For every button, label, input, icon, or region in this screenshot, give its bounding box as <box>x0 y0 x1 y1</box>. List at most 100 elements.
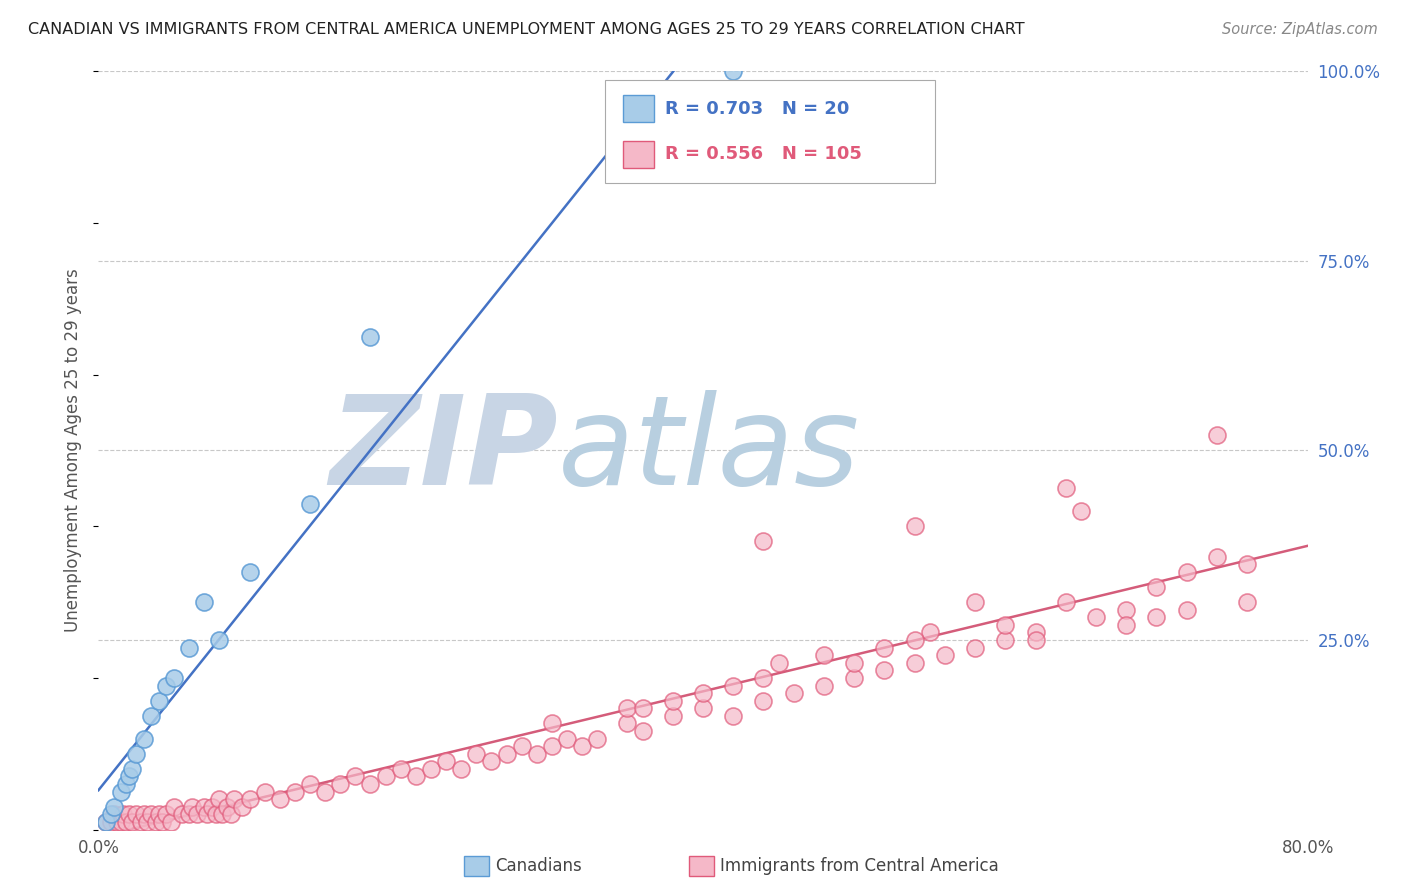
Point <box>873 640 896 655</box>
Point <box>224 792 246 806</box>
Point <box>94 815 117 830</box>
Point <box>208 633 231 648</box>
Point <box>118 807 141 822</box>
Text: R = 0.703   N = 20: R = 0.703 N = 20 <box>665 100 849 118</box>
Point <box>1236 595 1258 609</box>
Point <box>193 595 215 609</box>
Point <box>1236 557 1258 572</box>
Point <box>148 807 170 822</box>
Point <box>155 678 177 692</box>
Point <box>526 747 548 761</box>
Point <box>873 664 896 678</box>
Point <box>208 792 231 806</box>
Point <box>783 686 806 700</box>
Point <box>1175 603 1198 617</box>
Point <box>1085 610 1108 624</box>
Point <box>813 648 835 662</box>
Point <box>1144 580 1167 594</box>
Text: atlas: atlas <box>558 390 860 511</box>
Y-axis label: Unemployment Among Ages 25 to 29 years: Unemployment Among Ages 25 to 29 years <box>65 268 83 632</box>
Point <box>540 739 562 753</box>
Point <box>94 815 117 830</box>
Point <box>299 777 322 791</box>
Point <box>125 807 148 822</box>
Point <box>481 755 503 769</box>
Point <box>434 755 457 769</box>
Point <box>934 648 956 662</box>
Point <box>631 701 654 715</box>
Point <box>179 640 201 655</box>
Point <box>844 656 866 670</box>
Point <box>465 747 488 761</box>
Text: Source: ZipAtlas.com: Source: ZipAtlas.com <box>1222 22 1378 37</box>
Point <box>118 769 141 784</box>
Point <box>150 815 173 830</box>
Point <box>148 694 170 708</box>
Point <box>1024 625 1046 640</box>
Point <box>103 800 125 814</box>
Point <box>616 701 638 715</box>
Point <box>179 807 201 822</box>
Point <box>555 731 578 746</box>
Point <box>1054 482 1077 496</box>
Text: Immigrants from Central America: Immigrants from Central America <box>720 857 998 875</box>
Point <box>329 777 352 791</box>
Point <box>132 731 155 746</box>
Point <box>616 716 638 731</box>
Point <box>299 496 322 510</box>
Point <box>844 671 866 685</box>
Point <box>495 747 517 761</box>
Point <box>215 800 238 814</box>
Point <box>132 807 155 822</box>
Point <box>374 769 396 784</box>
Point <box>186 807 208 822</box>
Point <box>360 777 382 791</box>
Point <box>284 785 307 799</box>
Point <box>141 708 163 723</box>
Point <box>586 731 609 746</box>
Point <box>105 815 128 830</box>
Point <box>540 716 562 731</box>
Point <box>661 708 683 723</box>
Point <box>125 747 148 761</box>
Point <box>239 792 262 806</box>
Point <box>723 708 745 723</box>
Point <box>160 815 183 830</box>
Point <box>163 800 186 814</box>
Point <box>201 800 224 814</box>
Point <box>110 785 132 799</box>
Point <box>103 807 125 822</box>
Text: CANADIAN VS IMMIGRANTS FROM CENTRAL AMERICA UNEMPLOYMENT AMONG AGES 25 TO 29 YEA: CANADIAN VS IMMIGRANTS FROM CENTRAL AMER… <box>28 22 1025 37</box>
Point <box>965 640 987 655</box>
Point <box>904 519 927 533</box>
Point <box>231 800 253 814</box>
Point <box>100 815 122 830</box>
Point <box>994 617 1017 632</box>
Point <box>1144 610 1167 624</box>
Point <box>205 807 228 822</box>
Point <box>692 686 714 700</box>
Point <box>405 769 427 784</box>
Point <box>135 815 157 830</box>
Point <box>155 807 177 822</box>
Point <box>141 807 163 822</box>
Point <box>211 807 233 822</box>
Point <box>111 807 134 822</box>
Point <box>110 815 132 830</box>
Point <box>1115 617 1137 632</box>
Point <box>692 701 714 715</box>
Point <box>994 633 1017 648</box>
Point <box>193 800 215 814</box>
Point <box>723 64 745 78</box>
Point <box>360 330 382 344</box>
Point <box>904 656 927 670</box>
Point <box>195 807 218 822</box>
Text: ZIP: ZIP <box>329 390 558 511</box>
Point <box>752 534 775 549</box>
Point <box>661 694 683 708</box>
Point <box>918 625 941 640</box>
Point <box>129 815 152 830</box>
Point <box>450 762 472 776</box>
Point <box>389 762 412 776</box>
Point <box>1206 549 1229 564</box>
